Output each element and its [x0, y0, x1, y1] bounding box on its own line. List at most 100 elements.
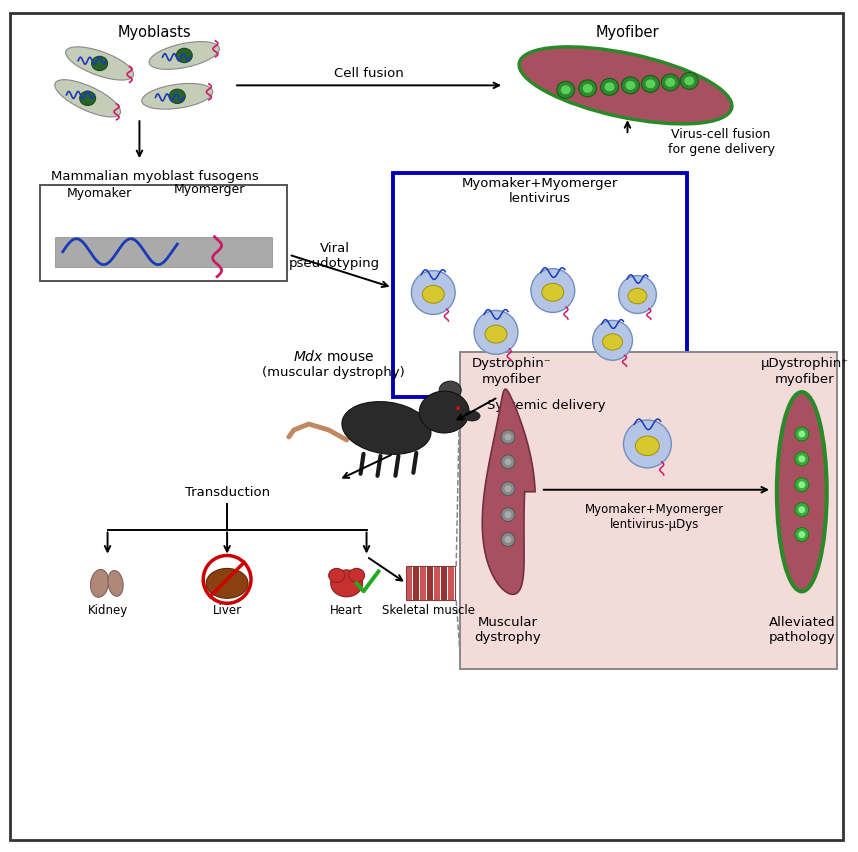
Ellipse shape [601, 79, 619, 96]
Ellipse shape [464, 412, 480, 422]
Bar [407, 567, 413, 601]
Text: Myomaker+Myomerger: Myomaker+Myomerger [462, 177, 618, 190]
Bar [39, 186, 287, 281]
Ellipse shape [456, 406, 460, 411]
Text: Cell fusion: Cell fusion [334, 66, 403, 80]
Ellipse shape [642, 77, 659, 93]
Ellipse shape [501, 482, 515, 496]
Ellipse shape [578, 81, 596, 98]
Ellipse shape [348, 569, 365, 583]
Ellipse shape [329, 569, 345, 583]
Ellipse shape [474, 311, 518, 355]
Ellipse shape [795, 478, 809, 492]
Ellipse shape [501, 455, 515, 469]
Bar [414, 567, 420, 601]
Ellipse shape [90, 570, 109, 597]
Polygon shape [482, 389, 535, 595]
Text: Alleviated
pathology: Alleviated pathology [769, 615, 835, 643]
Ellipse shape [795, 428, 809, 441]
Ellipse shape [602, 334, 623, 351]
Ellipse shape [501, 508, 515, 522]
Ellipse shape [505, 511, 511, 519]
Text: Kidney: Kidney [88, 603, 128, 616]
Bar [394, 174, 687, 398]
Text: (muscular dystrophy): (muscular dystrophy) [263, 366, 405, 378]
Bar [427, 567, 433, 601]
Ellipse shape [330, 570, 363, 597]
Text: lentivirus-μDys: lentivirus-μDys [610, 517, 699, 531]
Text: Transduction: Transduction [184, 486, 269, 498]
Text: Skeletal muscle: Skeletal muscle [382, 603, 474, 616]
Ellipse shape [501, 430, 515, 445]
Text: μDystrophin⁺: μDystrophin⁺ [761, 356, 849, 369]
Ellipse shape [557, 83, 575, 99]
Ellipse shape [505, 434, 511, 441]
Text: Myoblasts: Myoblasts [118, 25, 191, 40]
Ellipse shape [66, 48, 134, 81]
Ellipse shape [505, 537, 511, 544]
Ellipse shape [795, 452, 809, 466]
Ellipse shape [55, 81, 120, 118]
Ellipse shape [176, 49, 192, 64]
Ellipse shape [605, 83, 614, 92]
Ellipse shape [411, 271, 456, 315]
Text: Myofiber: Myofiber [595, 25, 659, 40]
Ellipse shape [561, 86, 571, 95]
Text: Heart: Heart [330, 603, 363, 616]
Ellipse shape [142, 84, 213, 110]
Ellipse shape [798, 532, 806, 538]
Ellipse shape [542, 284, 564, 302]
Ellipse shape [680, 73, 698, 90]
Ellipse shape [501, 533, 515, 547]
Ellipse shape [685, 78, 694, 86]
Bar [55, 238, 272, 268]
Ellipse shape [206, 569, 248, 599]
Ellipse shape [624, 421, 671, 469]
Bar [434, 567, 440, 601]
Text: myofiber: myofiber [482, 372, 541, 385]
Bar [420, 567, 426, 601]
Bar [441, 567, 447, 601]
Text: Myomaker: Myomaker [67, 187, 132, 200]
Ellipse shape [92, 57, 107, 72]
Ellipse shape [776, 393, 827, 591]
Ellipse shape [795, 503, 809, 517]
Ellipse shape [420, 392, 469, 434]
Ellipse shape [108, 571, 124, 596]
Ellipse shape [80, 92, 95, 106]
Ellipse shape [169, 90, 185, 104]
Text: Liver: Liver [213, 603, 242, 616]
Ellipse shape [798, 507, 806, 514]
Bar [460, 353, 837, 669]
Ellipse shape [628, 289, 647, 304]
Text: Mammalian myoblast fusogens: Mammalian myoblast fusogens [51, 170, 258, 182]
Ellipse shape [798, 456, 806, 463]
Text: Virus-cell fusion
for gene delivery: Virus-cell fusion for gene delivery [668, 128, 775, 156]
Ellipse shape [519, 48, 732, 124]
Ellipse shape [621, 78, 639, 95]
Ellipse shape [795, 528, 809, 542]
Ellipse shape [636, 436, 659, 456]
Ellipse shape [485, 325, 507, 343]
Ellipse shape [422, 286, 444, 304]
Ellipse shape [439, 382, 461, 400]
Ellipse shape [531, 269, 575, 313]
Ellipse shape [645, 80, 656, 89]
Ellipse shape [593, 321, 632, 361]
Bar [407, 567, 456, 601]
Text: lentivirus: lentivirus [509, 193, 571, 205]
Ellipse shape [505, 486, 511, 492]
Bar [448, 567, 454, 601]
Text: Myomaker+Myomerger: Myomaker+Myomerger [585, 503, 724, 515]
Ellipse shape [798, 481, 806, 489]
Text: Viral
pseudotyping: Viral pseudotyping [289, 241, 380, 269]
Text: myofiber: myofiber [775, 372, 835, 385]
Ellipse shape [625, 82, 636, 90]
Ellipse shape [619, 276, 656, 314]
Ellipse shape [149, 43, 220, 70]
Ellipse shape [583, 84, 593, 94]
Text: Dystrophin⁻: Dystrophin⁻ [472, 356, 552, 369]
Ellipse shape [505, 459, 511, 466]
Ellipse shape [342, 402, 431, 455]
Text: Muscular
dystrophy: Muscular dystrophy [474, 615, 541, 643]
